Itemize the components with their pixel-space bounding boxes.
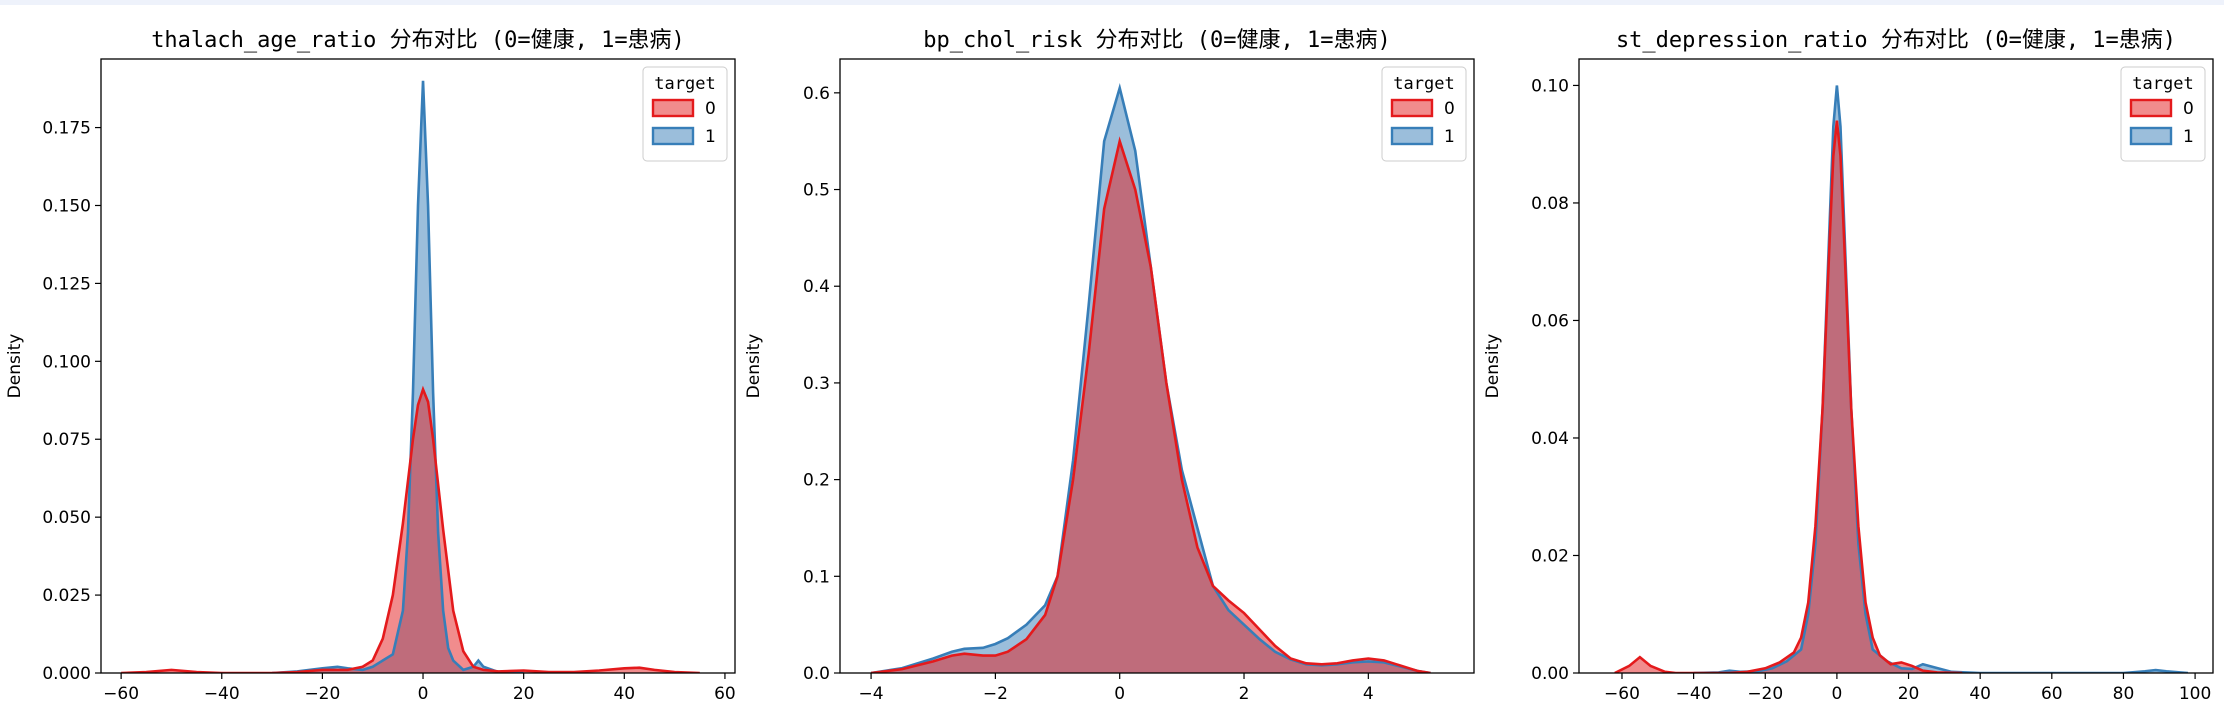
density-curves [121,80,700,673]
x-tick-label: −2 [983,684,1008,704]
legend-label-0: 0 [2183,99,2194,119]
legend-label-1: 1 [1444,127,1455,147]
legend-title: target [2132,74,2193,94]
legend-swatch-1 [1390,126,1434,146]
subplot-bp-chol-risk: −4 −2 0 2 4 0.0 0.1 0.2 0.3 0.4 0.5 0.6 bp_chol_ris… [744,28,1475,704]
x-tick-label: −40 [204,684,240,704]
x-tick-label: 20 [513,684,535,704]
density-area-target-0 [871,141,1431,673]
y-tick-label: 0.5 [803,181,830,201]
legend-title: target [1393,74,1454,94]
x-tick-label: −20 [1747,684,1783,704]
legend-swatch-1 [651,126,695,146]
density-line-target-0 [1614,120,1963,673]
axes-frame [1578,58,2214,674]
x-tick-label: 0 [1114,684,1125,704]
plot-area: −4 −2 0 2 4 0.0 0.1 0.2 0.3 0.4 0.5 0.6 [803,58,1475,704]
y-axis-label: Density [5,334,25,399]
y-tick-label: 0.10 [1531,76,1569,96]
x-tick-label: 20 [1898,684,1920,704]
x-tick-label: 100 [2179,684,2211,704]
y-tick-label: 0.150 [42,196,91,216]
y-tick-label: 0.100 [42,352,91,372]
y-tick-label: 0.00 [1531,664,1569,684]
density-area-target-0 [121,389,700,673]
subplot-thalach-age-ratio: −60 −40 −20 0 20 40 60 0.000 0.025 0.050 0.075 0.10… [5,28,736,704]
x-tick-label: 0 [1831,684,1842,704]
y-tick-label: 0.125 [42,274,91,294]
window-top-strip [0,0,2224,5]
legend: target 0 1 [2120,66,2206,162]
y-tick-label: 0.075 [42,430,91,450]
y-tick-label: 0.025 [42,586,91,606]
legend-label-0: 0 [1444,99,1455,119]
plot-area: −60 −40 −20 0 20 40 60 0.000 0.025 0.050 0.075 0.10… [42,58,736,704]
y-tick-label: 0.4 [803,277,830,297]
x-tick-label: 0 [418,684,429,704]
x-tick-label: −40 [1676,684,1712,704]
axes-frame [839,58,1475,674]
x-tick-label: 4 [1363,684,1374,704]
legend: target 0 1 [1381,66,1467,162]
y-tick-label: 0.6 [803,84,830,104]
legend-swatch-0 [2129,98,2173,118]
legend-label-1: 1 [2183,127,2194,147]
x-tick-label: 60 [714,684,736,704]
y-tick-label: 0.08 [1531,194,1569,214]
y-axis-label: Density [744,334,764,399]
y-tick-label: 0.000 [42,664,91,684]
x-tick-label: 40 [613,684,635,704]
y-tick-label: 0.06 [1531,311,1569,331]
legend-swatch-1 [2129,126,2173,146]
y-tick-label: 0.175 [42,119,91,139]
x-tick-label: −4 [859,684,884,704]
x-tick-label: 2 [1239,684,1250,704]
legend-label-1: 1 [705,127,716,147]
y-tick-label: 0.2 [803,471,830,491]
axes-frame [100,58,736,674]
x-tick-label: −60 [103,684,139,704]
chart-title: thalach_age_ratio 分布对比 (0=健康, 1=患病) [151,28,685,53]
density-area-target-0 [1614,120,1963,673]
y-tick-label: 0.3 [803,374,830,394]
subplot-st-depression-ratio: −60 −40 −20 0 20 40 60 80 100 0.00 0.02 0.04 0.06 0.0… [1483,28,2214,704]
density-curves [870,83,1431,673]
x-tick-label: 80 [2113,684,2135,704]
density-line-target-1 [1693,85,2189,673]
chart-title: bp_chol_risk 分布对比 (0=健康, 1=患病) [923,28,1390,53]
y-tick-label: 0.1 [803,567,830,587]
y-tick-label: 0.0 [803,664,830,684]
density-line-target-0 [870,136,1431,673]
legend-swatch-0 [1390,98,1434,118]
legend-label-0: 0 [705,99,716,119]
y-tick-label: 0.02 [1531,546,1569,566]
legend-title: target [654,74,715,94]
x-tick-label: 40 [1969,684,1991,704]
x-tick-label: −20 [304,684,340,704]
density-area-target-1 [1693,85,2188,673]
y-tick-label: 0.050 [42,508,91,528]
legend: target 0 1 [642,66,728,162]
plot-area: −60 −40 −20 0 20 40 60 80 100 0.00 0.02 0.04 0.06 0.0… [1531,58,2214,704]
chart-title: st_depression_ratio 分布对比 (0=健康, 1=患病) [1616,28,2176,53]
x-tick-label: 60 [2041,684,2063,704]
density-curves [1614,85,2189,673]
y-tick-label: 0.04 [1531,429,1569,449]
legend-swatch-0 [651,98,695,118]
x-tick-label: −60 [1604,684,1640,704]
y-axis-label: Density [1483,334,1503,399]
